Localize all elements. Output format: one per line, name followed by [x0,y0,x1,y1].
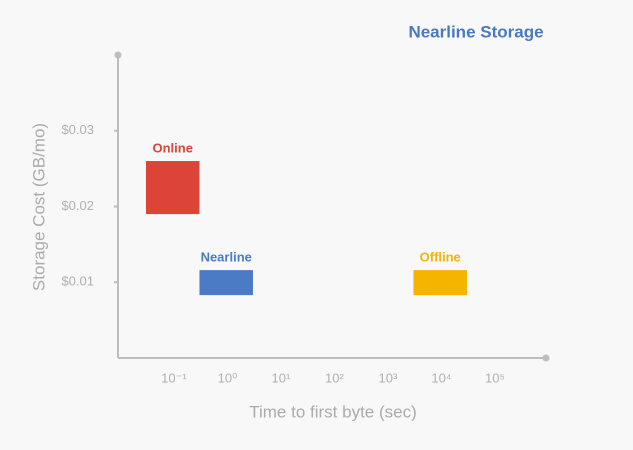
y-tick-label: $0.01 [61,274,94,289]
x-tick-label: 10² [325,370,344,385]
range-box [145,161,200,215]
y-tick-label: $0.02 [61,198,94,213]
x-tick-label: 10⁰ [218,370,238,385]
x-tick-label: 10³ [379,370,398,385]
y-tick-label: $0.03 [61,122,94,137]
series-label: Offline [420,250,461,265]
range-box [199,270,253,296]
y-axis-label: Storage Cost (GB/mo) [29,123,48,291]
axis-end [114,51,122,59]
x-tick-label: 10⁴ [431,370,451,385]
series-label: Nearline [201,250,252,265]
axis-end [542,354,550,362]
x-tick-label: 10¹ [272,370,291,385]
chart-title: Nearline Storage [408,22,543,41]
x-tick-label: 10⁻¹ [161,370,187,385]
range-box [413,270,467,296]
x-tick-label: 10⁵ [485,370,505,385]
series-label: Online [152,140,192,155]
x-axis-label: Time to first byte (sec) [249,402,417,421]
